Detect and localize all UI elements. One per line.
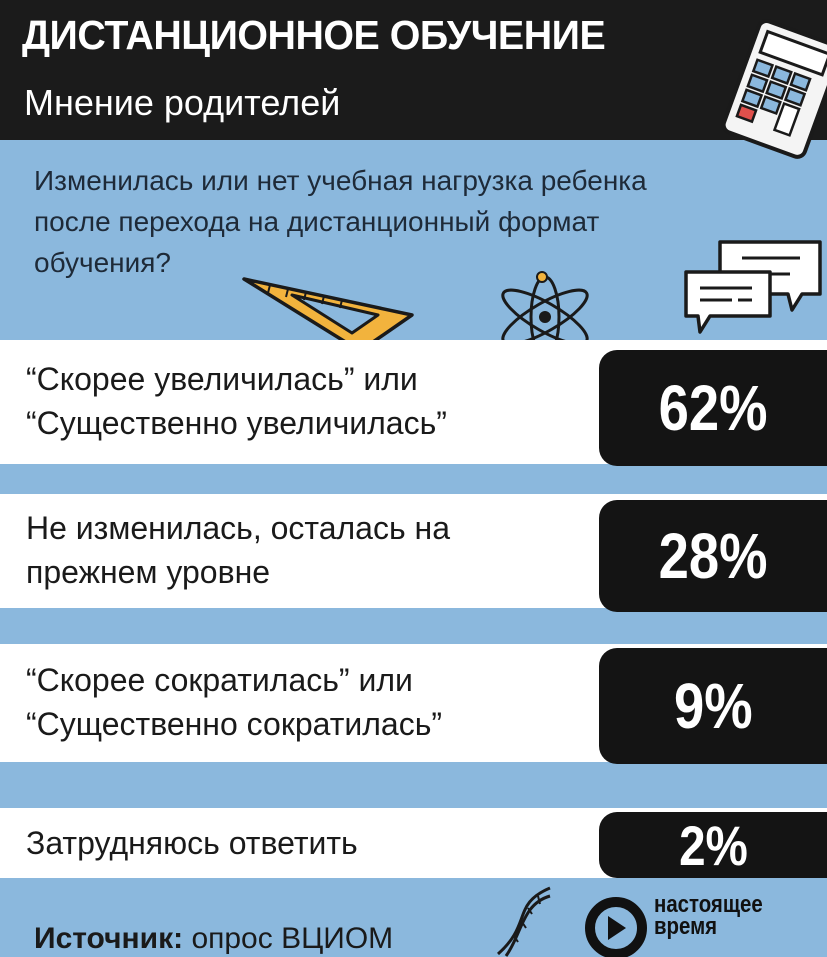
chat-bubbles-icon [684, 240, 822, 334]
answer-label: “Скорее увеличилась” или “Существенно ув… [26, 361, 447, 441]
survey-question: Изменилась или нет учебная нагрузка ребе… [34, 165, 647, 278]
answer-label: Не изменилась, осталась на прежнем уровн… [26, 510, 450, 590]
logo-line2: время [654, 913, 718, 940]
value-label: 9% [673, 670, 753, 742]
logo-icon [585, 897, 647, 957]
source-label: Источник: [34, 922, 184, 955]
triangle-ruler-icon [242, 277, 414, 353]
value-label: 28% [658, 520, 768, 592]
value-badge: 9% [599, 648, 827, 764]
atom-icon [501, 271, 589, 359]
answer-label: “Скорее сократилась” или “Существенно со… [26, 662, 443, 742]
value-badge: 62% [599, 350, 827, 466]
source-note: Источник: опрос ВЦИОМ [34, 922, 393, 956]
page-title: ДИСТАНЦИОННОЕ ОБУЧЕНИЕ [22, 12, 606, 58]
logo-line1: настоящее [654, 891, 763, 918]
logo-text: настоящее время [654, 891, 763, 940]
value-label: 62% [658, 372, 768, 444]
source-text: опрос ВЦИОМ [183, 922, 394, 955]
value-badge: 2% [599, 812, 827, 878]
calculator-icon [721, 19, 827, 159]
value-label: 2% [678, 813, 748, 877]
dna-icon [497, 886, 551, 957]
value-badge: 28% [599, 500, 827, 612]
answer-label: Затрудняюсь ответить [26, 825, 358, 861]
page-subtitle: Мнение родителей [24, 82, 341, 123]
header: ДИСТАНЦИОННОЕ ОБУЧЕНИЕ Мнение родителей [0, 0, 827, 140]
